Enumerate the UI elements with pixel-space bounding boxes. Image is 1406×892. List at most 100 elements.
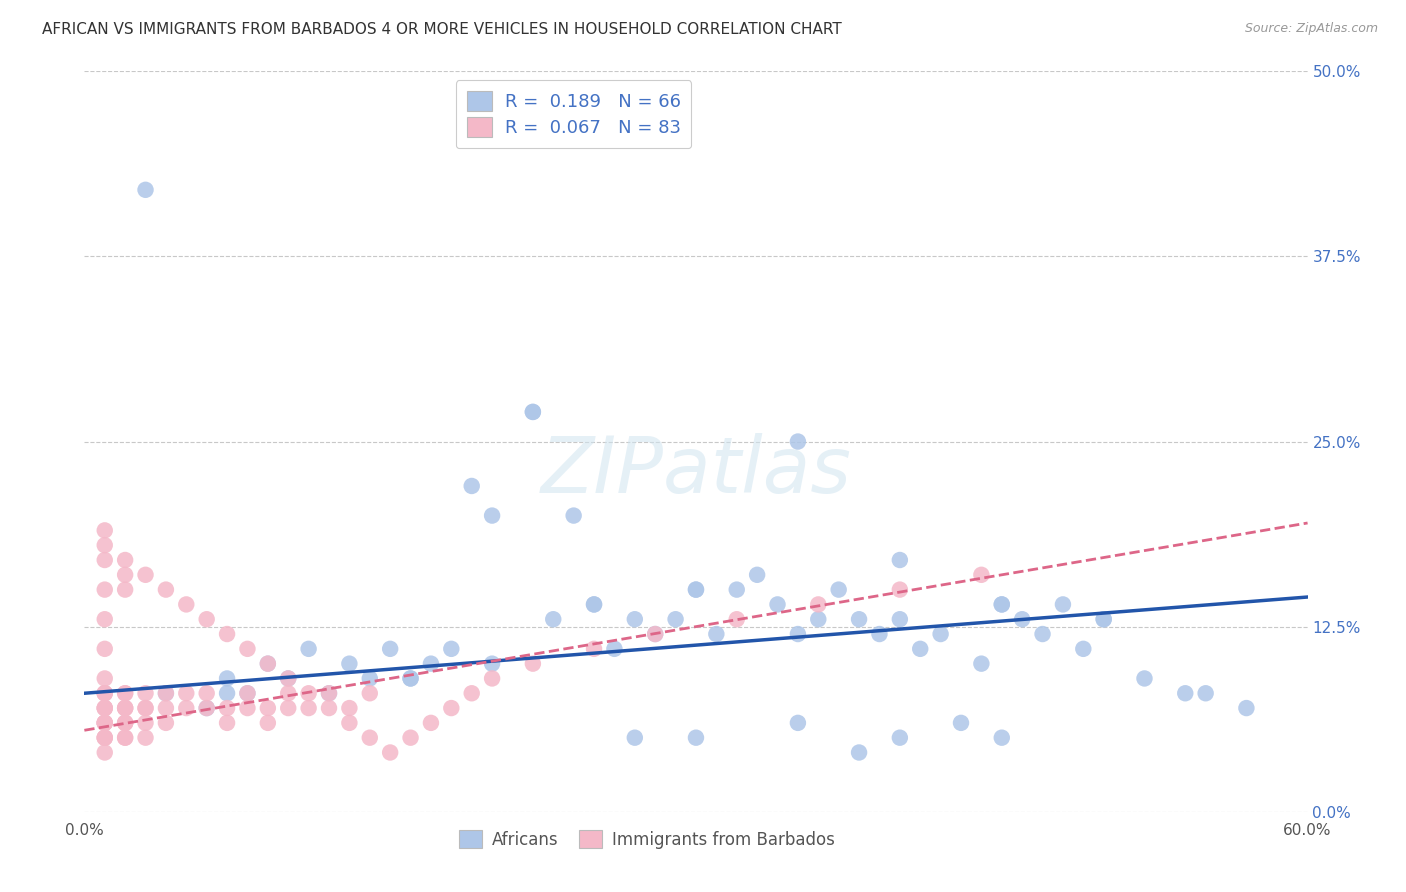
Point [114, 731, 136, 745]
Point [93, 553, 115, 567]
Point [257, 715, 280, 730]
Point [848, 612, 870, 626]
Point [195, 701, 218, 715]
Point [93, 715, 115, 730]
Point [155, 582, 177, 597]
Point [257, 657, 280, 671]
Point [93, 715, 115, 730]
Point [522, 657, 544, 671]
Point [93, 612, 115, 626]
Point [195, 701, 218, 715]
Point [195, 612, 218, 626]
Point [298, 641, 321, 656]
Point [93, 701, 115, 715]
Point [114, 553, 136, 567]
Point [339, 715, 361, 730]
Point [93, 731, 115, 745]
Point [1032, 627, 1054, 641]
Point [644, 627, 666, 641]
Point [217, 672, 239, 686]
Point [747, 567, 769, 582]
Point [217, 627, 239, 641]
Point [910, 641, 932, 656]
Point [277, 701, 299, 715]
Point [236, 641, 259, 656]
Point [461, 479, 484, 493]
Point [318, 686, 340, 700]
Point [583, 598, 606, 612]
Point [114, 715, 136, 730]
Point [1133, 672, 1156, 686]
Point [135, 715, 157, 730]
Point [93, 731, 115, 745]
Point [1236, 701, 1258, 715]
Point [624, 731, 647, 745]
Point [135, 686, 157, 700]
Point [114, 567, 136, 582]
Point [135, 731, 157, 745]
Point [869, 627, 891, 641]
Point [93, 672, 115, 686]
Point [522, 405, 544, 419]
Point [135, 567, 157, 582]
Point [828, 582, 851, 597]
Point [706, 627, 728, 641]
Point [236, 701, 259, 715]
Point [1011, 612, 1033, 626]
Point [135, 183, 157, 197]
Point [461, 686, 484, 700]
Point [685, 582, 707, 597]
Point [135, 701, 157, 715]
Point [889, 553, 911, 567]
Point [380, 746, 402, 760]
Point [114, 686, 136, 700]
Point [991, 731, 1014, 745]
Point [93, 746, 115, 760]
Point [1174, 686, 1197, 700]
Point [481, 657, 503, 671]
Point [93, 701, 115, 715]
Point [155, 715, 177, 730]
Point [93, 686, 115, 700]
Point [562, 508, 585, 523]
Point [440, 641, 463, 656]
Point [950, 715, 973, 730]
Text: ZIPatlas: ZIPatlas [540, 434, 852, 509]
Point [481, 672, 503, 686]
Point [257, 701, 280, 715]
Point [359, 686, 381, 700]
Point [583, 641, 606, 656]
Point [277, 686, 299, 700]
Point [236, 686, 259, 700]
Point [93, 731, 115, 745]
Point [359, 731, 381, 745]
Point [665, 612, 688, 626]
Text: Source: ZipAtlas.com: Source: ZipAtlas.com [1244, 22, 1378, 36]
Point [624, 612, 647, 626]
Point [685, 731, 707, 745]
Point [889, 582, 911, 597]
Point [155, 686, 177, 700]
Point [277, 672, 299, 686]
Point [114, 701, 136, 715]
Point [685, 582, 707, 597]
Point [807, 598, 830, 612]
Point [298, 701, 321, 715]
Point [135, 701, 157, 715]
Point [970, 657, 993, 671]
Point [217, 686, 239, 700]
Point [277, 672, 299, 686]
Point [1195, 686, 1218, 700]
Point [217, 701, 239, 715]
Point [174, 701, 197, 715]
Point [603, 641, 626, 656]
Point [440, 701, 463, 715]
Text: AFRICAN VS IMMIGRANTS FROM BARBADOS 4 OR MORE VEHICLES IN HOUSEHOLD CORRELATION : AFRICAN VS IMMIGRANTS FROM BARBADOS 4 OR… [42, 22, 842, 37]
Point [93, 715, 115, 730]
Point [93, 686, 115, 700]
Point [991, 598, 1014, 612]
Legend: Africans, Immigrants from Barbados: Africans, Immigrants from Barbados [453, 823, 842, 855]
Point [318, 686, 340, 700]
Point [1073, 641, 1095, 656]
Point [725, 612, 748, 626]
